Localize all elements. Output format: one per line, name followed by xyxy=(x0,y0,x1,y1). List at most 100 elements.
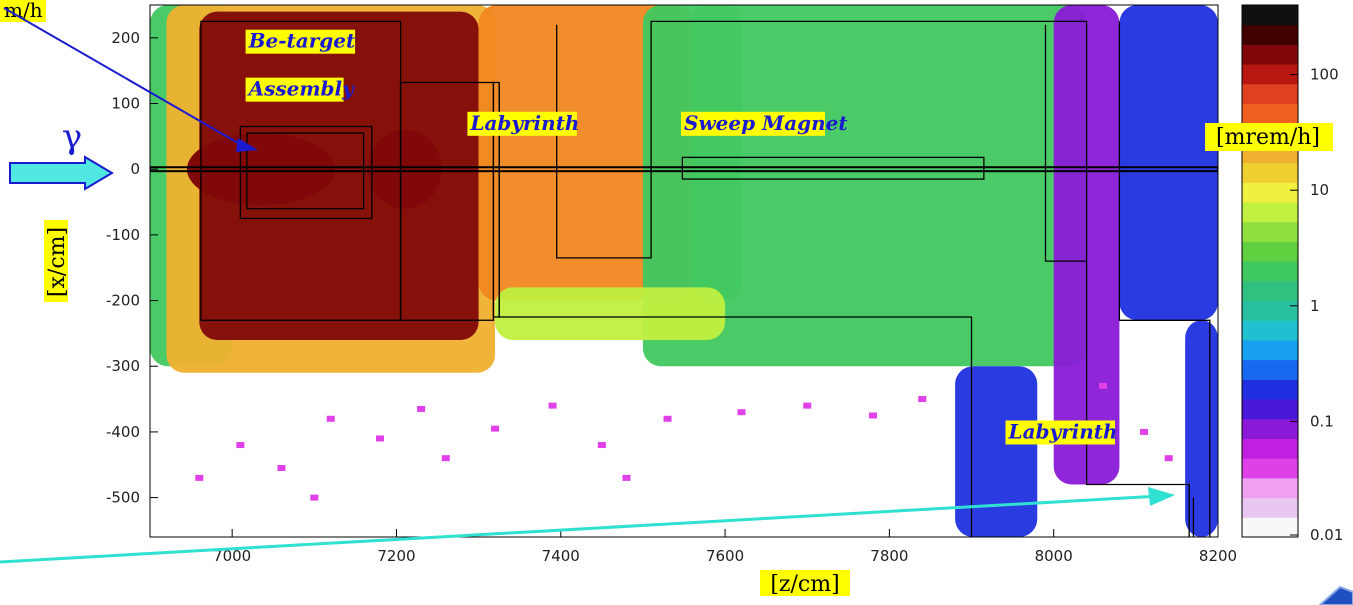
y-tick-label-1: 100 xyxy=(111,95,140,113)
scatter-hit-17 xyxy=(1140,428,1149,435)
colorbar-band-23 xyxy=(1242,64,1298,85)
geometry-path-2 xyxy=(1044,24,1087,262)
colorbar-band-24 xyxy=(1242,44,1298,65)
dose-zone-5 xyxy=(642,5,1087,367)
colorbar-band-25 xyxy=(1242,24,1298,45)
colorbar-band-13 xyxy=(1242,261,1298,282)
colorbar-tick-label-1: 10 xyxy=(1310,181,1329,199)
annotation-highlight-2 xyxy=(467,111,577,136)
target-pointer-line xyxy=(3,7,246,148)
scatter-hit-19 xyxy=(1098,382,1107,389)
beam-direction-arrow xyxy=(9,155,114,191)
colorbar-band-1 xyxy=(1242,497,1298,518)
colorbar-frame xyxy=(1241,4,1299,538)
annotation-label-0: Be-target xyxy=(248,29,356,53)
x-tick-label-0: 7000 xyxy=(213,547,251,565)
dose-zone-7 xyxy=(955,366,1038,537)
x-tick-label-6: 8200 xyxy=(1199,547,1237,565)
dose-zone-10 xyxy=(1185,320,1218,537)
colorbar-band-5 xyxy=(1242,418,1298,439)
scatter-hit-3 xyxy=(376,435,385,442)
scatter-hit-7 xyxy=(597,442,606,449)
annotation-highlight-4 xyxy=(1005,420,1116,445)
annotation-label-3: Sweep Magnet xyxy=(684,111,848,135)
geometry-path-0 xyxy=(498,82,973,537)
x-tick-label-2: 7400 xyxy=(542,547,580,565)
colorbar-tick-label-0: 100 xyxy=(1310,66,1339,84)
y-axis-ticks: 200 100 0 -100 -200 -300 -400 -500 xyxy=(106,29,158,507)
y-tick-label-3: -100 xyxy=(106,226,140,244)
hotspot-2 xyxy=(186,133,335,206)
y-tick-label-4: -200 xyxy=(106,292,140,310)
scatter-hit-0 xyxy=(236,442,245,449)
y-tick-label-7: -500 xyxy=(106,489,140,507)
colorbar-label: [mrem/h] xyxy=(1216,125,1320,150)
colorbar-band-15 xyxy=(1242,221,1298,242)
scatter-hit-5 xyxy=(491,425,500,432)
scatter-hit-18 xyxy=(1164,455,1173,462)
colorbar-band-18 xyxy=(1242,162,1298,183)
y-axis-label-highlight xyxy=(44,220,68,302)
x-axis-label: [z/cm] xyxy=(770,572,839,597)
colorbar xyxy=(1242,5,1298,538)
colorbar-band-17 xyxy=(1242,182,1298,203)
scatter-hit-14 xyxy=(310,494,319,501)
colorbar-band-6 xyxy=(1242,399,1298,420)
x-axis-ticks: 7000 7200 7400 7600 7800 8000 8200 xyxy=(213,529,1237,565)
colorbar-band-21 xyxy=(1242,103,1298,124)
x-tick-label-1: 7200 xyxy=(377,547,415,565)
colorbar-band-8 xyxy=(1242,359,1298,380)
annotation-highlight-1 xyxy=(245,77,344,102)
scatter-hit-11 xyxy=(868,412,877,419)
beamline xyxy=(150,166,1218,173)
colorbar-band-14 xyxy=(1242,241,1298,262)
colorbar-band-26 xyxy=(1242,5,1298,26)
dose-zone-9 xyxy=(1119,5,1218,321)
corner-label-highlight xyxy=(0,0,46,22)
geometry-outline-3 xyxy=(239,125,373,220)
x-tick-label-5: 8000 xyxy=(1035,547,1073,565)
exit-pointer-arrowhead xyxy=(1148,487,1175,506)
colorbar-band-4 xyxy=(1242,438,1298,459)
annotation-highlight-3 xyxy=(681,111,825,136)
scatter-hit-9 xyxy=(737,409,746,416)
corner-logo xyxy=(1318,585,1353,605)
scatter-hit-10 xyxy=(803,402,812,409)
colorbar-band-11 xyxy=(1242,300,1298,321)
x-tick-label-4: 7800 xyxy=(870,547,908,565)
x-tick-label-3: 7600 xyxy=(706,547,744,565)
y-axis-label: [x/cm] xyxy=(45,227,70,297)
exit-pointer-line xyxy=(0,494,1161,564)
dose-hotspots xyxy=(186,129,442,209)
colorbar-band-0 xyxy=(1242,517,1298,538)
annotation-highlight-0 xyxy=(245,29,356,54)
gamma-beam-symbol: γ xyxy=(62,117,82,157)
colorbar-band-2 xyxy=(1242,477,1298,499)
colorbar-band-22 xyxy=(1242,83,1298,105)
colorbar-band-12 xyxy=(1242,280,1298,302)
scatter-hit-12 xyxy=(918,396,927,403)
scatter-hit-13 xyxy=(195,474,204,481)
colorbar-band-16 xyxy=(1242,202,1298,223)
y-axis-label-group: [x/cm] xyxy=(44,220,70,302)
scatter-hits xyxy=(195,382,1173,501)
scatter-hit-4 xyxy=(417,405,426,412)
colorbar-label-highlight xyxy=(1205,123,1333,151)
scatter-hit-16 xyxy=(622,474,631,481)
plot-frame xyxy=(149,4,1219,538)
dose-zone-3 xyxy=(478,5,693,301)
scatter-hit-6 xyxy=(548,402,557,409)
annotation-label-1: Assembly xyxy=(247,77,356,101)
colorbar-band-7 xyxy=(1242,379,1298,400)
y-tick-label-5: -300 xyxy=(106,357,140,375)
y-tick-label-2: 0 xyxy=(130,160,140,178)
colorbar-tick-label-4: 0.01 xyxy=(1310,526,1343,544)
scatter-hit-1 xyxy=(277,465,286,472)
colorbar-band-3 xyxy=(1242,458,1298,479)
scatter-hit-8 xyxy=(663,415,672,422)
y-tick-label-6: -400 xyxy=(106,423,140,441)
colorbar-tick-label-3: 0.1 xyxy=(1310,412,1334,430)
annotation-label-4: Labyrinth xyxy=(1008,419,1118,443)
target-pointer-arrowhead xyxy=(236,138,258,152)
